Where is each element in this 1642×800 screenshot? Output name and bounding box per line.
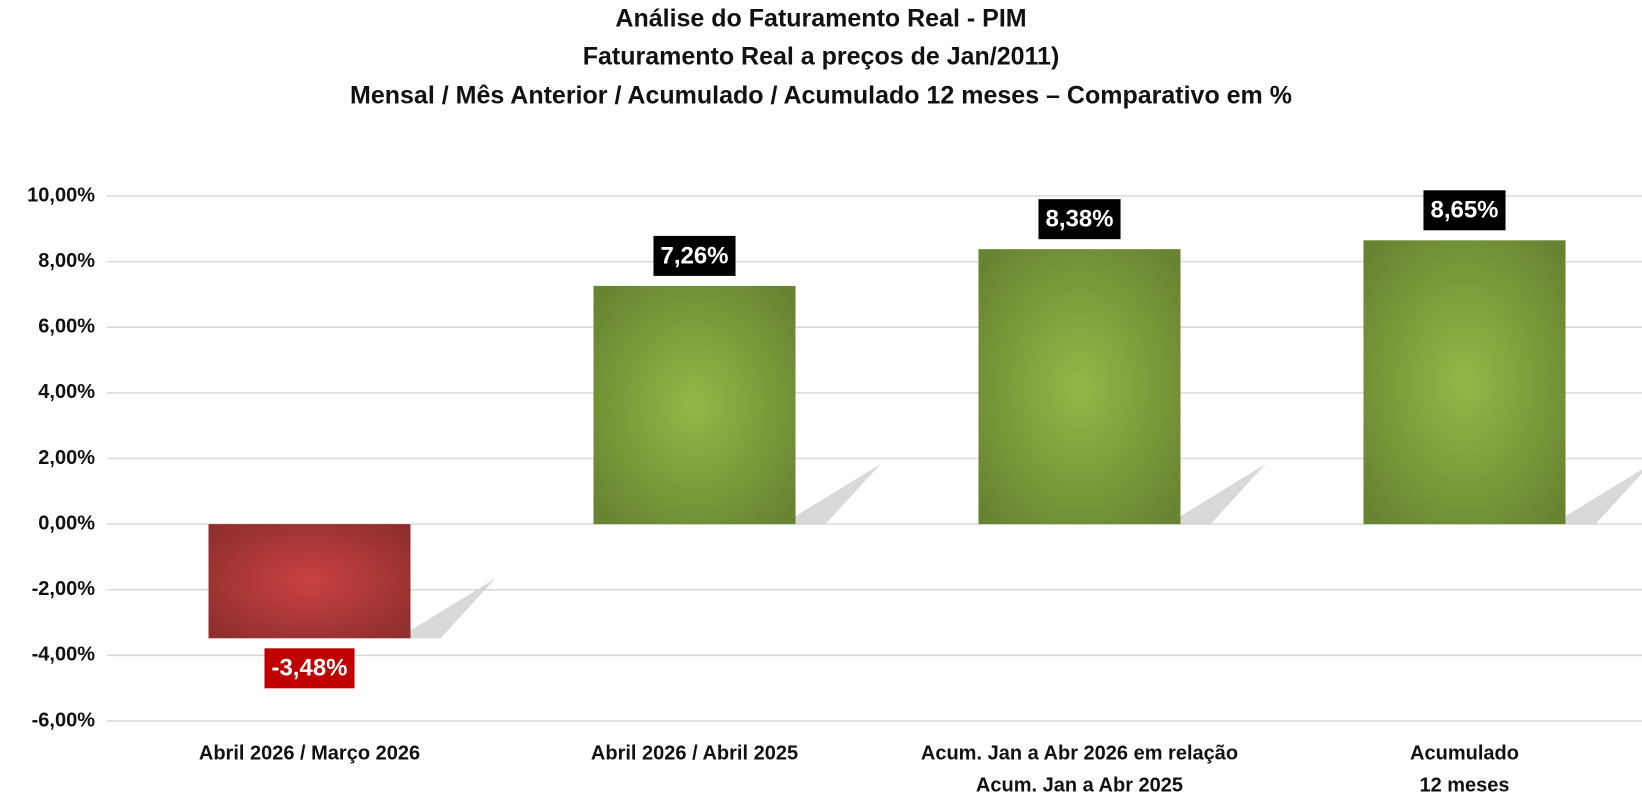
value-label-box [1423,190,1506,231]
x-tick-label: Acum. Jan a Abr 2025 [976,774,1183,796]
chart-subtitle: Faturamento Real a preços de Jan/2011) [583,43,1060,71]
value-label-box [653,235,736,276]
x-tick-label: 12 meses [1419,774,1509,796]
y-tick-label: 10,00% [27,184,95,206]
x-tick-label: Abril 2026 / Abril 2025 [591,742,798,764]
bar [978,249,1181,525]
bar-shadow [1180,464,1266,525]
value-label: -3,48% [271,655,347,682]
bar-shadow [1565,469,1642,525]
chart-subtitle: Mensal / Mês Anterior / Acumulado / Acum… [350,82,1292,110]
value-label: 7,26% [660,242,728,269]
value-label: 8,38% [1045,206,1113,233]
y-tick-label: 0,00% [38,512,95,534]
value-label-box [264,648,355,689]
x-tick-label: Acumulado [1410,742,1519,764]
chart-title: Análise do Faturamento Real - PIM [615,5,1026,33]
x-tick-label: Abril 2026 / Março 2026 [199,742,420,764]
value-label: 8,65% [1430,197,1498,224]
y-tick-label: 8,00% [38,250,95,272]
y-tick-label: -4,00% [32,644,96,666]
x-tick-label: Acum. Jan a Abr 2026 em relação [921,742,1238,764]
y-tick-label: 6,00% [38,316,95,338]
bar [208,524,411,639]
value-label-box [1038,199,1121,240]
y-tick-label: 4,00% [38,381,95,403]
y-tick-label: -2,00% [32,578,96,600]
bar-shadow [795,464,881,525]
y-tick-label: -6,00% [32,709,96,731]
bar-shadow [410,578,496,639]
bar [593,285,796,525]
y-tick-label: 2,00% [38,447,95,469]
bar [1363,240,1566,525]
